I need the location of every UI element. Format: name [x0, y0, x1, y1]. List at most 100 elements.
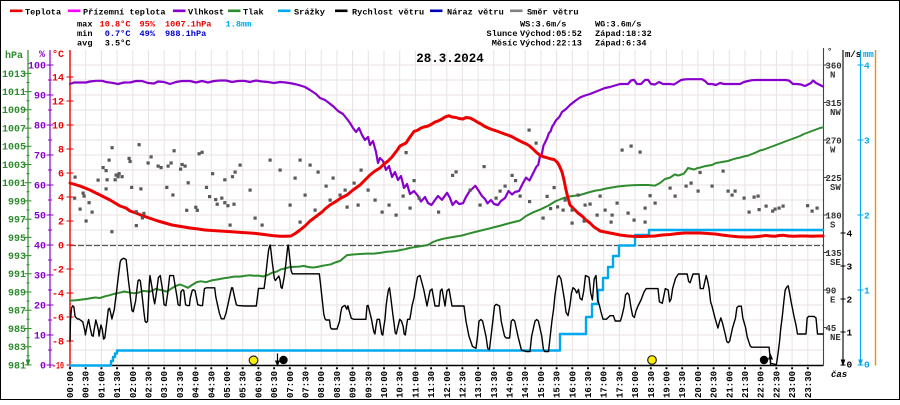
svg-text:09:00: 09:00: [349, 371, 359, 398]
svg-text:95%: 95%: [140, 20, 156, 30]
svg-text:0: 0: [847, 360, 853, 371]
svg-text:03:30: 03:30: [176, 371, 186, 398]
svg-text:993: 993: [8, 252, 26, 263]
svg-text:19:30: 19:30: [678, 371, 688, 398]
svg-text:Srážky: Srážky: [294, 8, 325, 18]
svg-text:19:00: 19:00: [663, 371, 673, 398]
svg-text:10: 10: [52, 121, 64, 132]
svg-text:0: 0: [864, 360, 870, 371]
svg-text:2: 2: [847, 294, 853, 305]
svg-text:-2: -2: [52, 265, 64, 276]
svg-text:30: 30: [34, 271, 46, 282]
svg-text:17:00: 17:00: [600, 371, 610, 398]
svg-text:Směr větru: Směr větru: [527, 8, 579, 18]
svg-text:Rychlost větru: Rychlost větru: [352, 8, 424, 18]
svg-text:Tlak: Tlak: [243, 8, 264, 18]
svg-text:05:30: 05:30: [239, 371, 249, 398]
svg-text:49%: 49%: [140, 29, 156, 39]
svg-text:20:00: 20:00: [694, 371, 704, 398]
svg-text:21:30: 21:30: [741, 371, 751, 398]
svg-text:15:00: 15:00: [537, 371, 547, 398]
svg-text:6: 6: [58, 169, 64, 180]
svg-text:270: 270: [826, 137, 842, 147]
svg-text:1001: 1001: [2, 179, 26, 190]
svg-text:Východ:05:52: Východ:05:52: [520, 29, 582, 39]
svg-text:%: %: [39, 50, 45, 61]
svg-text:N: N: [830, 71, 835, 81]
svg-text:1005: 1005: [2, 143, 26, 154]
svg-text:23:30: 23:30: [804, 371, 814, 398]
svg-text:Měsíc: Měsíc: [492, 39, 518, 49]
svg-text:-8: -8: [52, 337, 64, 348]
svg-text:22:30: 22:30: [772, 371, 782, 398]
svg-text:40: 40: [34, 241, 46, 252]
svg-text:1: 1: [847, 327, 853, 338]
svg-text:999: 999: [8, 197, 26, 208]
svg-text:min: min: [77, 29, 92, 39]
svg-text:10: 10: [34, 331, 46, 342]
svg-text:01:30: 01:30: [113, 371, 123, 398]
svg-text:70: 70: [34, 151, 46, 162]
svg-text:991: 991: [8, 270, 26, 281]
svg-text:08:30: 08:30: [333, 371, 343, 398]
svg-text:0.7°C: 0.7°C: [105, 29, 131, 39]
svg-text:WS:3.6m/s: WS:3.6m/s: [520, 20, 566, 30]
svg-text:225: 225: [826, 174, 842, 184]
svg-text:Západ:18:32: Západ:18:32: [595, 29, 652, 39]
svg-text:08:00: 08:00: [317, 371, 327, 398]
svg-text:Vlhkost: Vlhkost: [188, 8, 224, 18]
svg-text:315: 315: [826, 99, 842, 109]
svg-text:WG:3.6m/s: WG:3.6m/s: [595, 20, 641, 30]
svg-text:14:30: 14:30: [521, 371, 531, 398]
svg-text:hPa: hPa: [5, 50, 23, 62]
svg-text:12:00: 12:00: [443, 371, 453, 398]
svg-text:Slunce: Slunce: [487, 29, 518, 39]
svg-text:11:00: 11:00: [411, 371, 421, 398]
svg-text:4: 4: [847, 228, 853, 239]
svg-text:20:30: 20:30: [710, 371, 720, 398]
svg-text:S: S: [830, 221, 836, 231]
svg-text:10.8°C: 10.8°C: [100, 20, 131, 30]
svg-text:02:00: 02:00: [129, 371, 139, 398]
svg-text:90: 90: [826, 287, 837, 297]
svg-text:983: 983: [8, 343, 26, 354]
svg-text:4: 4: [58, 193, 64, 204]
svg-text:Náraz větru: Náraz větru: [447, 8, 504, 18]
svg-text:988.1hPa: 988.1hPa: [165, 29, 206, 39]
svg-text:1009: 1009: [2, 106, 26, 117]
svg-text:SW: SW: [830, 183, 841, 193]
svg-text:0: 0: [40, 361, 46, 372]
svg-text:10:30: 10:30: [396, 371, 406, 398]
svg-text:Západ:6:34: Západ:6:34: [595, 39, 647, 49]
svg-text:360: 360: [826, 62, 842, 72]
svg-text:03:00: 03:00: [160, 371, 170, 398]
svg-text:06:00: 06:00: [254, 371, 264, 398]
svg-text:09:30: 09:30: [364, 371, 374, 398]
svg-text:avg: avg: [77, 39, 92, 49]
svg-text:22:00: 22:00: [757, 371, 767, 398]
svg-text:80: 80: [34, 121, 46, 132]
svg-text:16:00: 16:00: [568, 371, 578, 398]
svg-text:13:00: 13:00: [474, 371, 484, 398]
svg-text:04:30: 04:30: [207, 371, 217, 398]
svg-text:14:00: 14:00: [506, 371, 516, 398]
svg-text:Východ:22:13: Východ:22:13: [520, 39, 582, 49]
svg-text:00:30: 00:30: [82, 371, 92, 398]
svg-text:3: 3: [847, 261, 853, 272]
svg-text:1007.1hPa: 1007.1hPa: [165, 20, 211, 30]
svg-text:m/s: m/s: [845, 50, 861, 60]
svg-text:23:00: 23:00: [788, 371, 798, 398]
svg-text:W: W: [830, 146, 836, 156]
svg-text:00:00: 00:00: [66, 371, 76, 398]
svg-text:18:00: 18:00: [631, 371, 641, 398]
svg-text:2: 2: [864, 210, 870, 221]
svg-text:100: 100: [28, 61, 46, 72]
svg-text:995: 995: [8, 234, 26, 245]
svg-text:04:00: 04:00: [192, 371, 202, 398]
svg-text:1011: 1011: [2, 88, 26, 99]
svg-text:28.3.2024: 28.3.2024: [416, 52, 484, 66]
svg-text:135: 135: [826, 249, 842, 259]
svg-text:-6: -6: [52, 313, 64, 324]
svg-text:-10: -10: [52, 361, 64, 372]
svg-text:987: 987: [8, 307, 26, 318]
